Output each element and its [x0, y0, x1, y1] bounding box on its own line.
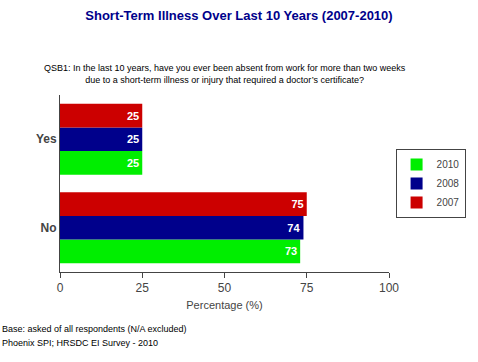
svg-text:0: 0 — [57, 281, 64, 295]
svg-text:2010: 2010 — [437, 159, 460, 170]
svg-text:2007: 2007 — [437, 197, 460, 208]
svg-text:25: 25 — [136, 281, 150, 295]
svg-text:50: 50 — [218, 281, 232, 295]
svg-text:Percentage (%): Percentage (%) — [186, 299, 262, 311]
svg-text:Base: asked of all respondents: Base: asked of all respondents (N/A excl… — [2, 324, 187, 334]
svg-text:2008: 2008 — [437, 178, 460, 189]
svg-text:74: 74 — [287, 222, 300, 234]
svg-text:No: No — [41, 221, 57, 235]
svg-text:25: 25 — [127, 110, 139, 122]
svg-text:Yes: Yes — [36, 132, 57, 146]
svg-text:QSB1: In the last 10 years, ha: QSB1: In the last 10 years, have you eve… — [44, 63, 406, 85]
svg-text:Short-Term Illness Over Last 1: Short-Term Illness Over Last 10 Years (2… — [85, 8, 392, 23]
svg-text:25: 25 — [127, 133, 139, 145]
svg-text:Phoenix SPI; HRSDC EI Survey -: Phoenix SPI; HRSDC EI Survey - 2010 — [2, 338, 158, 348]
svg-text:100: 100 — [379, 281, 399, 295]
svg-text:75: 75 — [292, 198, 304, 210]
svg-text:75: 75 — [300, 281, 314, 295]
svg-text:25: 25 — [127, 157, 139, 169]
svg-text:73: 73 — [285, 245, 297, 257]
